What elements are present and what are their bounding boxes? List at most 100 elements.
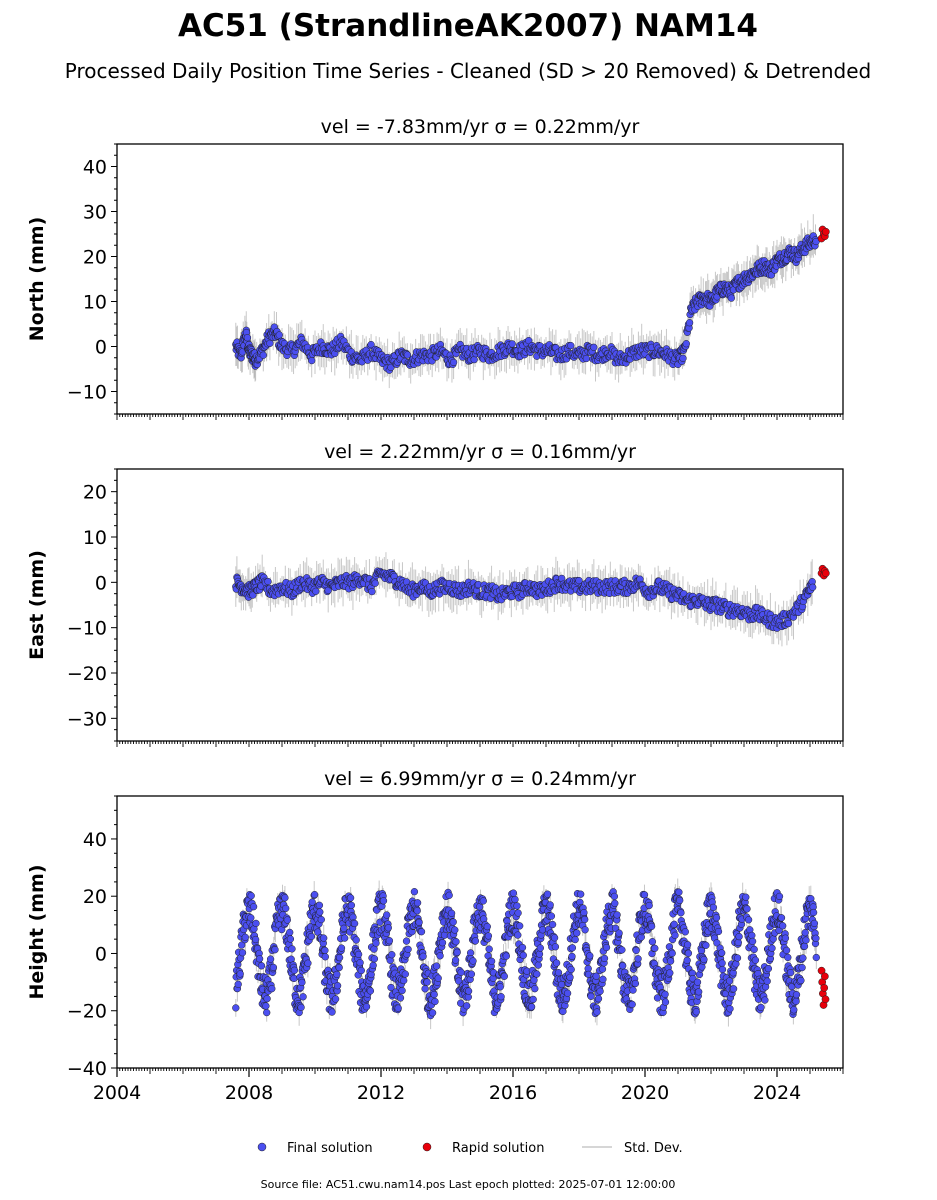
final-point — [315, 901, 324, 909]
final-point — [247, 892, 255, 900]
y-axis-label: North (mm) — [26, 217, 48, 342]
final-point — [485, 945, 493, 953]
y-tick-label: 20 — [83, 482, 107, 504]
final-point — [586, 952, 594, 960]
figure-title: AC51 (StrandlineAK2007) NAM14 — [178, 8, 758, 44]
final-point — [469, 957, 477, 965]
final-point — [453, 948, 461, 956]
final-point — [403, 351, 412, 359]
final-point — [262, 1002, 270, 1010]
final-point — [671, 931, 679, 939]
final-point — [431, 997, 439, 1006]
final-point — [661, 998, 670, 1006]
final-point — [496, 983, 504, 991]
final-point — [394, 1004, 402, 1012]
final-point — [613, 911, 621, 919]
final-point — [356, 959, 364, 967]
final-point — [234, 980, 242, 988]
final-point — [590, 343, 598, 351]
final-point — [729, 985, 738, 993]
rapid-solution-points — [817, 564, 830, 580]
final-point — [631, 979, 640, 988]
final-point — [702, 941, 710, 949]
final-point — [529, 995, 537, 1004]
final-point — [333, 970, 341, 979]
final-point — [668, 949, 676, 957]
x-ticks — [116, 741, 844, 747]
final-point — [552, 959, 561, 967]
final-point — [511, 895, 519, 904]
final-point — [580, 909, 588, 917]
final-point — [566, 973, 574, 981]
final-point — [519, 951, 527, 959]
final-point — [335, 963, 343, 972]
final-point — [548, 920, 557, 929]
final-point — [307, 932, 316, 941]
final-point — [286, 935, 295, 943]
final-point — [249, 903, 258, 911]
final-point — [677, 909, 685, 917]
final-point — [370, 955, 379, 963]
final-point — [587, 992, 595, 1000]
final-point — [282, 904, 290, 913]
final-point — [693, 978, 702, 986]
final-point — [632, 946, 640, 955]
panel-title: vel = -7.83mm/yr σ = 0.22mm/yr — [321, 116, 640, 138]
final-point — [259, 351, 267, 359]
final-point — [238, 949, 247, 957]
final-point — [347, 901, 356, 909]
final-point — [744, 916, 753, 924]
final-point — [352, 936, 360, 944]
final-point — [266, 955, 275, 963]
final-point — [809, 583, 817, 591]
final-point — [735, 932, 743, 941]
final-point — [384, 924, 392, 932]
final-point — [514, 931, 522, 939]
final-point — [629, 986, 637, 994]
final-point — [725, 977, 734, 985]
y-axis-label: Height (mm) — [26, 864, 48, 999]
final-point — [684, 949, 693, 957]
final-point — [331, 995, 340, 1003]
final-point — [599, 975, 607, 983]
final-point — [610, 892, 619, 901]
final-point — [611, 899, 619, 907]
final-point — [335, 953, 344, 962]
y-ticks: −10 0 10 20 30 40 — [67, 143, 117, 415]
figure-subtitle: Processed Daily Position Time Series - C… — [65, 59, 871, 83]
panel-title: vel = 6.99mm/yr σ = 0.24mm/yr — [324, 768, 636, 790]
final-point — [297, 1003, 305, 1012]
final-point — [312, 587, 320, 595]
final-point — [726, 1005, 734, 1013]
final-point — [543, 890, 552, 898]
final-point — [434, 974, 442, 982]
final-point — [257, 962, 266, 970]
final-point — [367, 340, 375, 349]
final-point — [479, 897, 487, 905]
final-point — [350, 919, 359, 928]
y-ticks: −30 −20 −10 0 10 20 — [67, 468, 117, 742]
final-point — [354, 950, 363, 959]
final-point — [423, 978, 431, 986]
final-point — [550, 934, 559, 942]
final-point — [683, 956, 691, 965]
final-point — [535, 950, 544, 958]
y-tick-label: −10 — [67, 382, 107, 404]
final-point — [514, 909, 522, 917]
final-point — [457, 968, 465, 976]
final-point — [666, 957, 675, 965]
final-point — [718, 959, 726, 967]
final-point — [593, 1008, 601, 1016]
final-point — [251, 935, 260, 944]
final-point — [784, 619, 793, 628]
final-point — [413, 907, 421, 915]
final-point — [271, 946, 279, 954]
final-point — [533, 970, 541, 978]
y-tick-label: −20 — [67, 663, 107, 685]
final-point — [598, 965, 607, 973]
final-point — [400, 976, 408, 985]
final-point — [683, 941, 692, 949]
final-point — [357, 966, 365, 975]
final-point — [742, 893, 750, 901]
